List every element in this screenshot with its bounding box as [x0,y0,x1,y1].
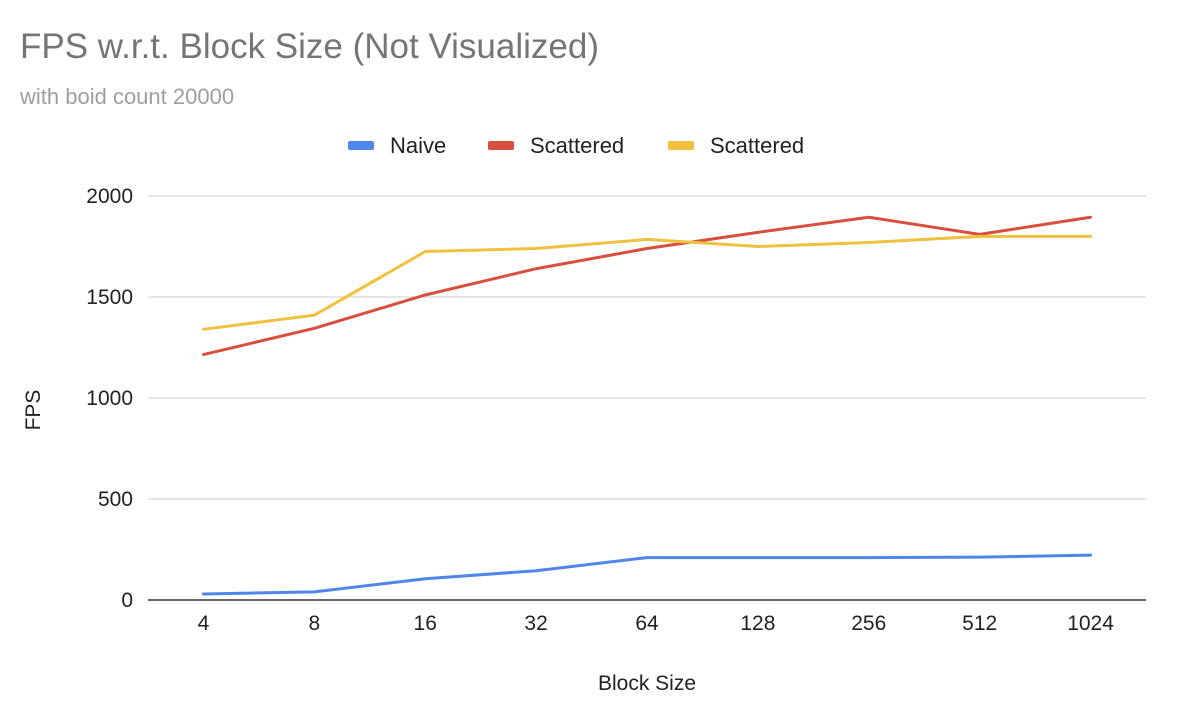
y-axis-title: FPS [22,390,45,431]
y-tick-label: 500 [98,488,133,511]
x-tick-label: 64 [635,612,659,635]
x-tick-label: 16 [414,612,437,635]
legend-swatch [488,141,514,150]
legend: Naive Scattered Scattered [348,133,804,158]
x-tick-label: 512 [962,612,997,635]
x-axis-ticks: 4 8 16 32 64 128 256 512 1024 [198,612,1115,635]
y-tick-label: 1500 [86,286,133,309]
legend-swatch [348,141,374,150]
series-lines [201,215,1093,596]
x-tick-label: 256 [851,612,886,635]
legend-swatch [668,141,694,150]
y-tick-label: 0 [121,589,133,612]
series-line-1 [201,553,1093,596]
legend-label: Naive [390,133,446,158]
y-tick-label: 2000 [86,185,133,208]
legend-label: Scattered [530,133,624,158]
x-tick-label: 128 [740,612,775,635]
y-axis-ticks: 0 500 1000 1500 2000 [86,185,133,612]
series-line-3 [201,234,1093,331]
legend-label: Scattered [710,133,804,158]
x-tick-label: 32 [524,612,547,635]
chart-subtitle: with boid count 20000 [19,84,234,109]
x-axis-title: Block Size [598,672,696,695]
series-line-2 [201,215,1093,357]
x-tick-label: 4 [198,612,210,635]
x-tick-label: 8 [308,612,320,635]
gridlines [148,195,1146,601]
y-tick-label: 1000 [86,387,133,410]
x-tick-label: 1024 [1067,612,1114,635]
chart-title: FPS w.r.t. Block Size (Not Visualized) [20,27,599,66]
